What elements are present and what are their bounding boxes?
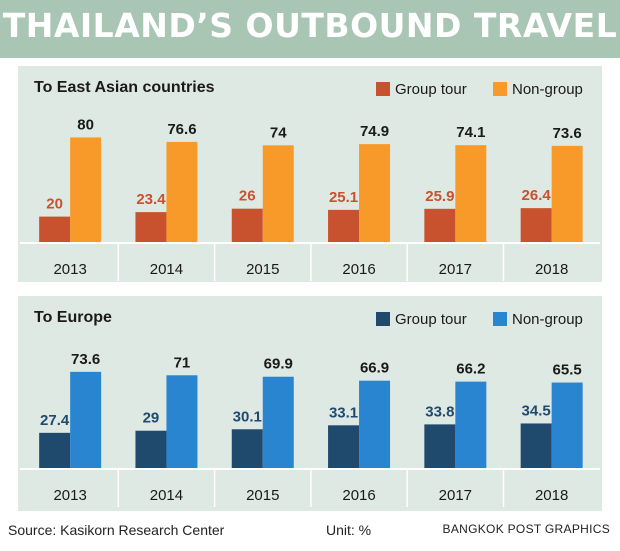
europe-value-label-2017-nongroup: 66.2: [456, 361, 485, 378]
east-asia-x-tick-2014: 2014: [150, 261, 183, 278]
europe-x-tick-2013: 2013: [53, 487, 86, 504]
europe-value-label-2018-nongroup: 65.5: [553, 362, 582, 379]
europe-bar-2014-nongroup: [166, 375, 198, 469]
east-asia-value-label-2015-nongroup: 74: [270, 124, 287, 141]
europe-x-tick-2015: 2015: [246, 487, 279, 504]
europe-value-label-2014-group: 29: [143, 410, 160, 427]
east-asia-legend-label-2: Non-group: [512, 81, 583, 98]
graphics-credit: BANGKOK POST GRAPHICS: [442, 522, 610, 536]
source-note: Source: Kasikorn Research Center: [8, 522, 225, 538]
east-asia-bar-2017-group: [424, 208, 456, 243]
east-asia-value-label-2014-nongroup: 76.6: [167, 121, 196, 138]
europe-bar-2018-group: [520, 423, 552, 469]
europe-bar-2014-group: [135, 430, 167, 469]
east-asia-value-label-2015-group: 26: [239, 188, 256, 205]
east-asia-x-tick-2016: 2016: [342, 261, 375, 278]
east-asia-value-label-2014-group: 23.4: [136, 191, 166, 208]
europe-legend-swatch-2: [493, 312, 507, 326]
europe-value-label-2018-group: 34.5: [522, 402, 551, 419]
east-asia-chart-title: To East Asian countries: [34, 79, 215, 96]
europe-bar-2016-nongroup: [359, 380, 391, 469]
east-asia-value-label-2018-nongroup: 73.6: [553, 125, 582, 142]
europe-legend-swatch-1: [376, 312, 390, 326]
europe-bar-2017-group: [424, 424, 456, 469]
east-asia-value-label-2013-group: 20: [46, 196, 63, 213]
footer: [0, 512, 620, 551]
europe-x-tick-2016: 2016: [342, 487, 375, 504]
page-title: THAILAND’S OUTBOUND TRAVEL: [2, 6, 618, 45]
europe-value-label-2013-group: 27.4: [40, 412, 70, 429]
east-asia-bar-2018-group: [520, 208, 552, 243]
europe-bar-2015-group: [231, 429, 263, 469]
east-asia-x-tick-2017: 2017: [439, 261, 472, 278]
east-asia-value-label-2017-group: 25.9: [425, 188, 454, 205]
europe-legend-label-2: Non-group: [512, 311, 583, 328]
europe-x-tick-2018: 2018: [535, 487, 568, 504]
east-asia-value-label-2018-group: 26.4: [522, 187, 552, 204]
east-asia-legend-swatch-1: [376, 82, 390, 96]
east-asia-x-tick-2015: 2015: [246, 261, 279, 278]
europe-value-label-2016-group: 33.1: [329, 404, 358, 421]
east-asia-legend-label-1: Group tour: [395, 81, 467, 98]
unit-note: Unit: %: [326, 522, 372, 538]
europe-value-label-2013-nongroup: 73.6: [71, 351, 100, 368]
east-asia-legend-swatch-2: [493, 82, 507, 96]
east-asia-bar-2018-nongroup: [551, 145, 583, 243]
east-asia-bar-2015-nongroup: [262, 145, 294, 243]
east-asia-bar-2016-group: [328, 209, 360, 243]
east-asia-value-label-2017-nongroup: 74.1: [456, 124, 485, 141]
east-asia-panel: [18, 66, 602, 282]
europe-chart-title: To Europe: [34, 309, 112, 326]
east-asia-bar-2014-nongroup: [166, 141, 198, 243]
europe-bar-2015-nongroup: [262, 376, 294, 469]
europe-x-tick-2014: 2014: [150, 487, 183, 504]
east-asia-value-label-2013-nongroup: 80: [77, 116, 94, 133]
europe-value-label-2017-group: 33.8: [425, 403, 454, 420]
east-asia-bar-2013-nongroup: [70, 137, 102, 243]
east-asia-value-label-2016-nongroup: 74.9: [360, 123, 389, 140]
title-banner: [0, 0, 620, 58]
europe-bar-2013-group: [39, 432, 71, 469]
east-asia-x-tick-2013: 2013: [53, 261, 86, 278]
europe-panel: [18, 296, 602, 511]
east-asia-bar-2014-group: [135, 212, 167, 243]
europe-bar-2017-nongroup: [455, 381, 487, 469]
europe-value-label-2016-nongroup: 66.9: [360, 360, 389, 377]
europe-bar-2013-nongroup: [70, 371, 102, 469]
europe-legend-label-1: Group tour: [395, 311, 467, 328]
east-asia-bar-2016-nongroup: [359, 144, 391, 243]
east-asia-value-label-2016-group: 25.1: [329, 189, 358, 206]
europe-x-tick-2017: 2017: [439, 487, 472, 504]
east-asia-x-tick-2018: 2018: [535, 261, 568, 278]
east-asia-bar-2017-nongroup: [455, 145, 487, 243]
europe-value-label-2014-nongroup: 71: [174, 354, 191, 371]
europe-value-label-2015-nongroup: 69.9: [264, 356, 293, 373]
europe-bar-2018-nongroup: [551, 382, 583, 469]
europe-bar-2016-group: [328, 425, 360, 469]
east-asia-bar-2015-group: [231, 208, 263, 243]
east-asia-bar-2013-group: [39, 216, 71, 243]
europe-value-label-2015-group: 30.1: [233, 408, 262, 425]
